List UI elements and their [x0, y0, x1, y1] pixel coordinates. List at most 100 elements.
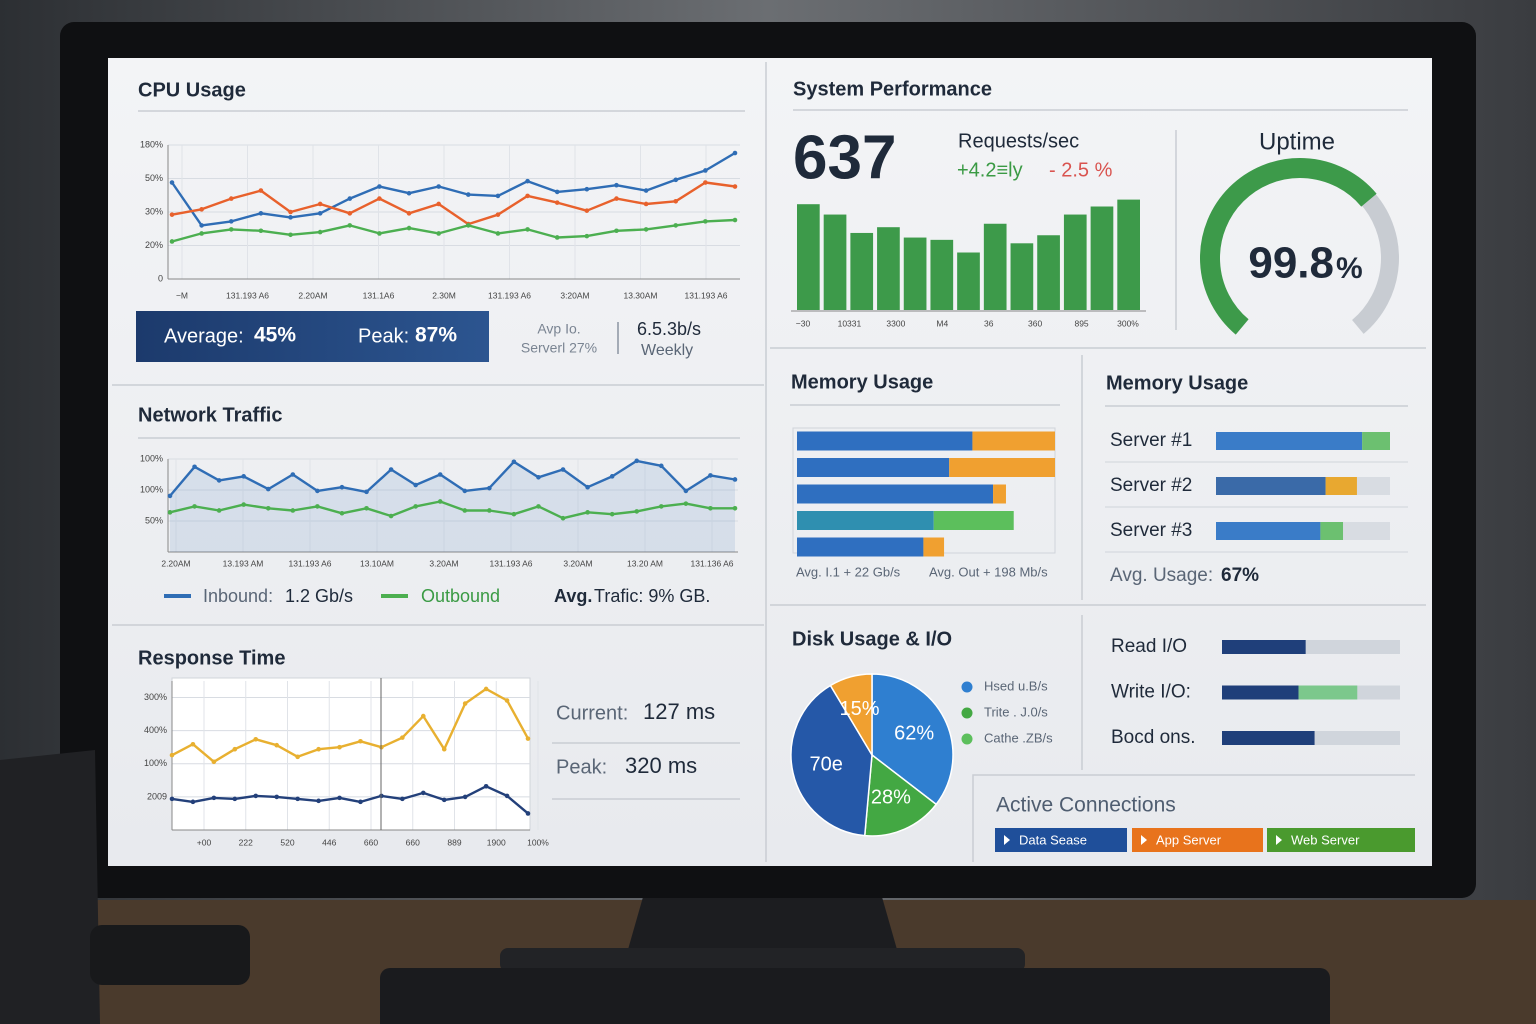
x-tick-label: +00 — [197, 837, 212, 847]
point — [614, 182, 619, 188]
server-label: Server #1 — [1110, 430, 1192, 451]
point — [241, 502, 246, 507]
point — [441, 797, 447, 803]
x-tick-label: 520 — [280, 837, 294, 847]
connection-button[interactable] — [1132, 828, 1263, 852]
button-icon — [1276, 835, 1282, 845]
pie-slice — [829, 673, 873, 758]
point — [228, 196, 234, 201]
bar-segment — [1216, 477, 1326, 495]
point — [228, 227, 234, 232]
button-label: App Server — [1156, 832, 1222, 847]
summary-value: 45% — [254, 324, 296, 347]
point — [525, 193, 530, 199]
point — [317, 211, 323, 216]
x-tick-label: 2.20AM — [298, 290, 327, 300]
x-tick-label: 360 — [1028, 318, 1042, 328]
point — [703, 168, 708, 173]
point — [614, 228, 619, 234]
summary-box — [136, 311, 489, 362]
point — [462, 701, 468, 706]
x-tick-label: 3300 — [886, 318, 905, 328]
x-tick-label: 100% — [527, 837, 549, 847]
legend-label: Cathe .ZB/s — [984, 730, 1053, 745]
point — [169, 239, 175, 244]
avg-text: Trafic: 9% GB. — [594, 586, 710, 606]
point — [216, 508, 222, 513]
point — [347, 196, 353, 201]
point — [358, 738, 363, 744]
point — [241, 474, 246, 479]
bar — [797, 204, 820, 310]
legend-dot — [961, 733, 973, 745]
point — [466, 223, 471, 228]
point — [643, 227, 649, 232]
panel-title: CPU Usage — [138, 79, 246, 101]
point — [406, 190, 412, 196]
line — [171, 181, 736, 226]
point — [167, 493, 173, 499]
point — [199, 231, 204, 236]
x-tick-label: 3.20AM — [429, 558, 458, 568]
io-label: Read I/O — [1111, 636, 1187, 657]
slice-label: 70e — [810, 754, 843, 776]
point — [232, 746, 238, 752]
point — [673, 223, 679, 228]
point — [413, 482, 418, 488]
point — [525, 811, 531, 816]
point — [400, 735, 405, 740]
avg-label: Avg. Usage: — [1110, 565, 1213, 586]
point — [377, 231, 382, 236]
point — [316, 746, 321, 752]
bar — [1010, 243, 1034, 310]
bar-segment — [993, 484, 1006, 504]
bar — [877, 227, 900, 310]
bar — [903, 237, 927, 310]
plot-frame — [171, 677, 531, 831]
point — [683, 501, 689, 506]
io-label: Write I/O: — [1111, 682, 1191, 703]
io-label: Bocd ons. — [1111, 727, 1196, 748]
point — [317, 201, 323, 207]
point — [560, 467, 566, 472]
point — [169, 752, 175, 758]
point — [487, 508, 492, 513]
point — [466, 192, 471, 197]
point — [274, 794, 280, 800]
point — [643, 201, 649, 207]
y-tick-label: 100% — [144, 758, 167, 768]
point — [495, 212, 501, 217]
bar-segment — [1320, 522, 1344, 540]
point — [169, 180, 175, 185]
point — [634, 458, 640, 464]
point — [732, 477, 738, 482]
x-tick-label: 13.10AM — [360, 558, 394, 568]
dividers — [112, 62, 1426, 862]
point — [406, 225, 412, 231]
point — [437, 499, 443, 504]
bar-segment — [1216, 432, 1363, 450]
point — [290, 508, 296, 513]
legend-value: 1.2 Gb/s — [285, 586, 353, 606]
x-tick-label: 889 — [447, 837, 461, 847]
metric-value: 320 ms — [625, 753, 697, 778]
panel-title: Response Time — [138, 647, 285, 669]
slice-label: 15% — [839, 698, 879, 720]
point — [683, 488, 689, 494]
point — [364, 505, 369, 511]
y-tick-label: 2009 — [147, 791, 167, 801]
legend-label: Inbound: — [203, 586, 273, 606]
big-number: 637 — [793, 123, 896, 192]
point — [585, 510, 590, 515]
point — [167, 510, 173, 515]
point — [659, 463, 664, 469]
summary-period: Weekly — [641, 342, 693, 359]
point — [708, 473, 713, 478]
connection-button[interactable] — [1267, 828, 1415, 852]
point — [190, 799, 196, 805]
y-tick-label: 400% — [144, 725, 167, 735]
connection-button[interactable] — [995, 828, 1127, 852]
bar-segment — [1222, 640, 1306, 654]
point — [584, 186, 590, 192]
x-tick-label: 131.193 A6 — [488, 290, 531, 300]
